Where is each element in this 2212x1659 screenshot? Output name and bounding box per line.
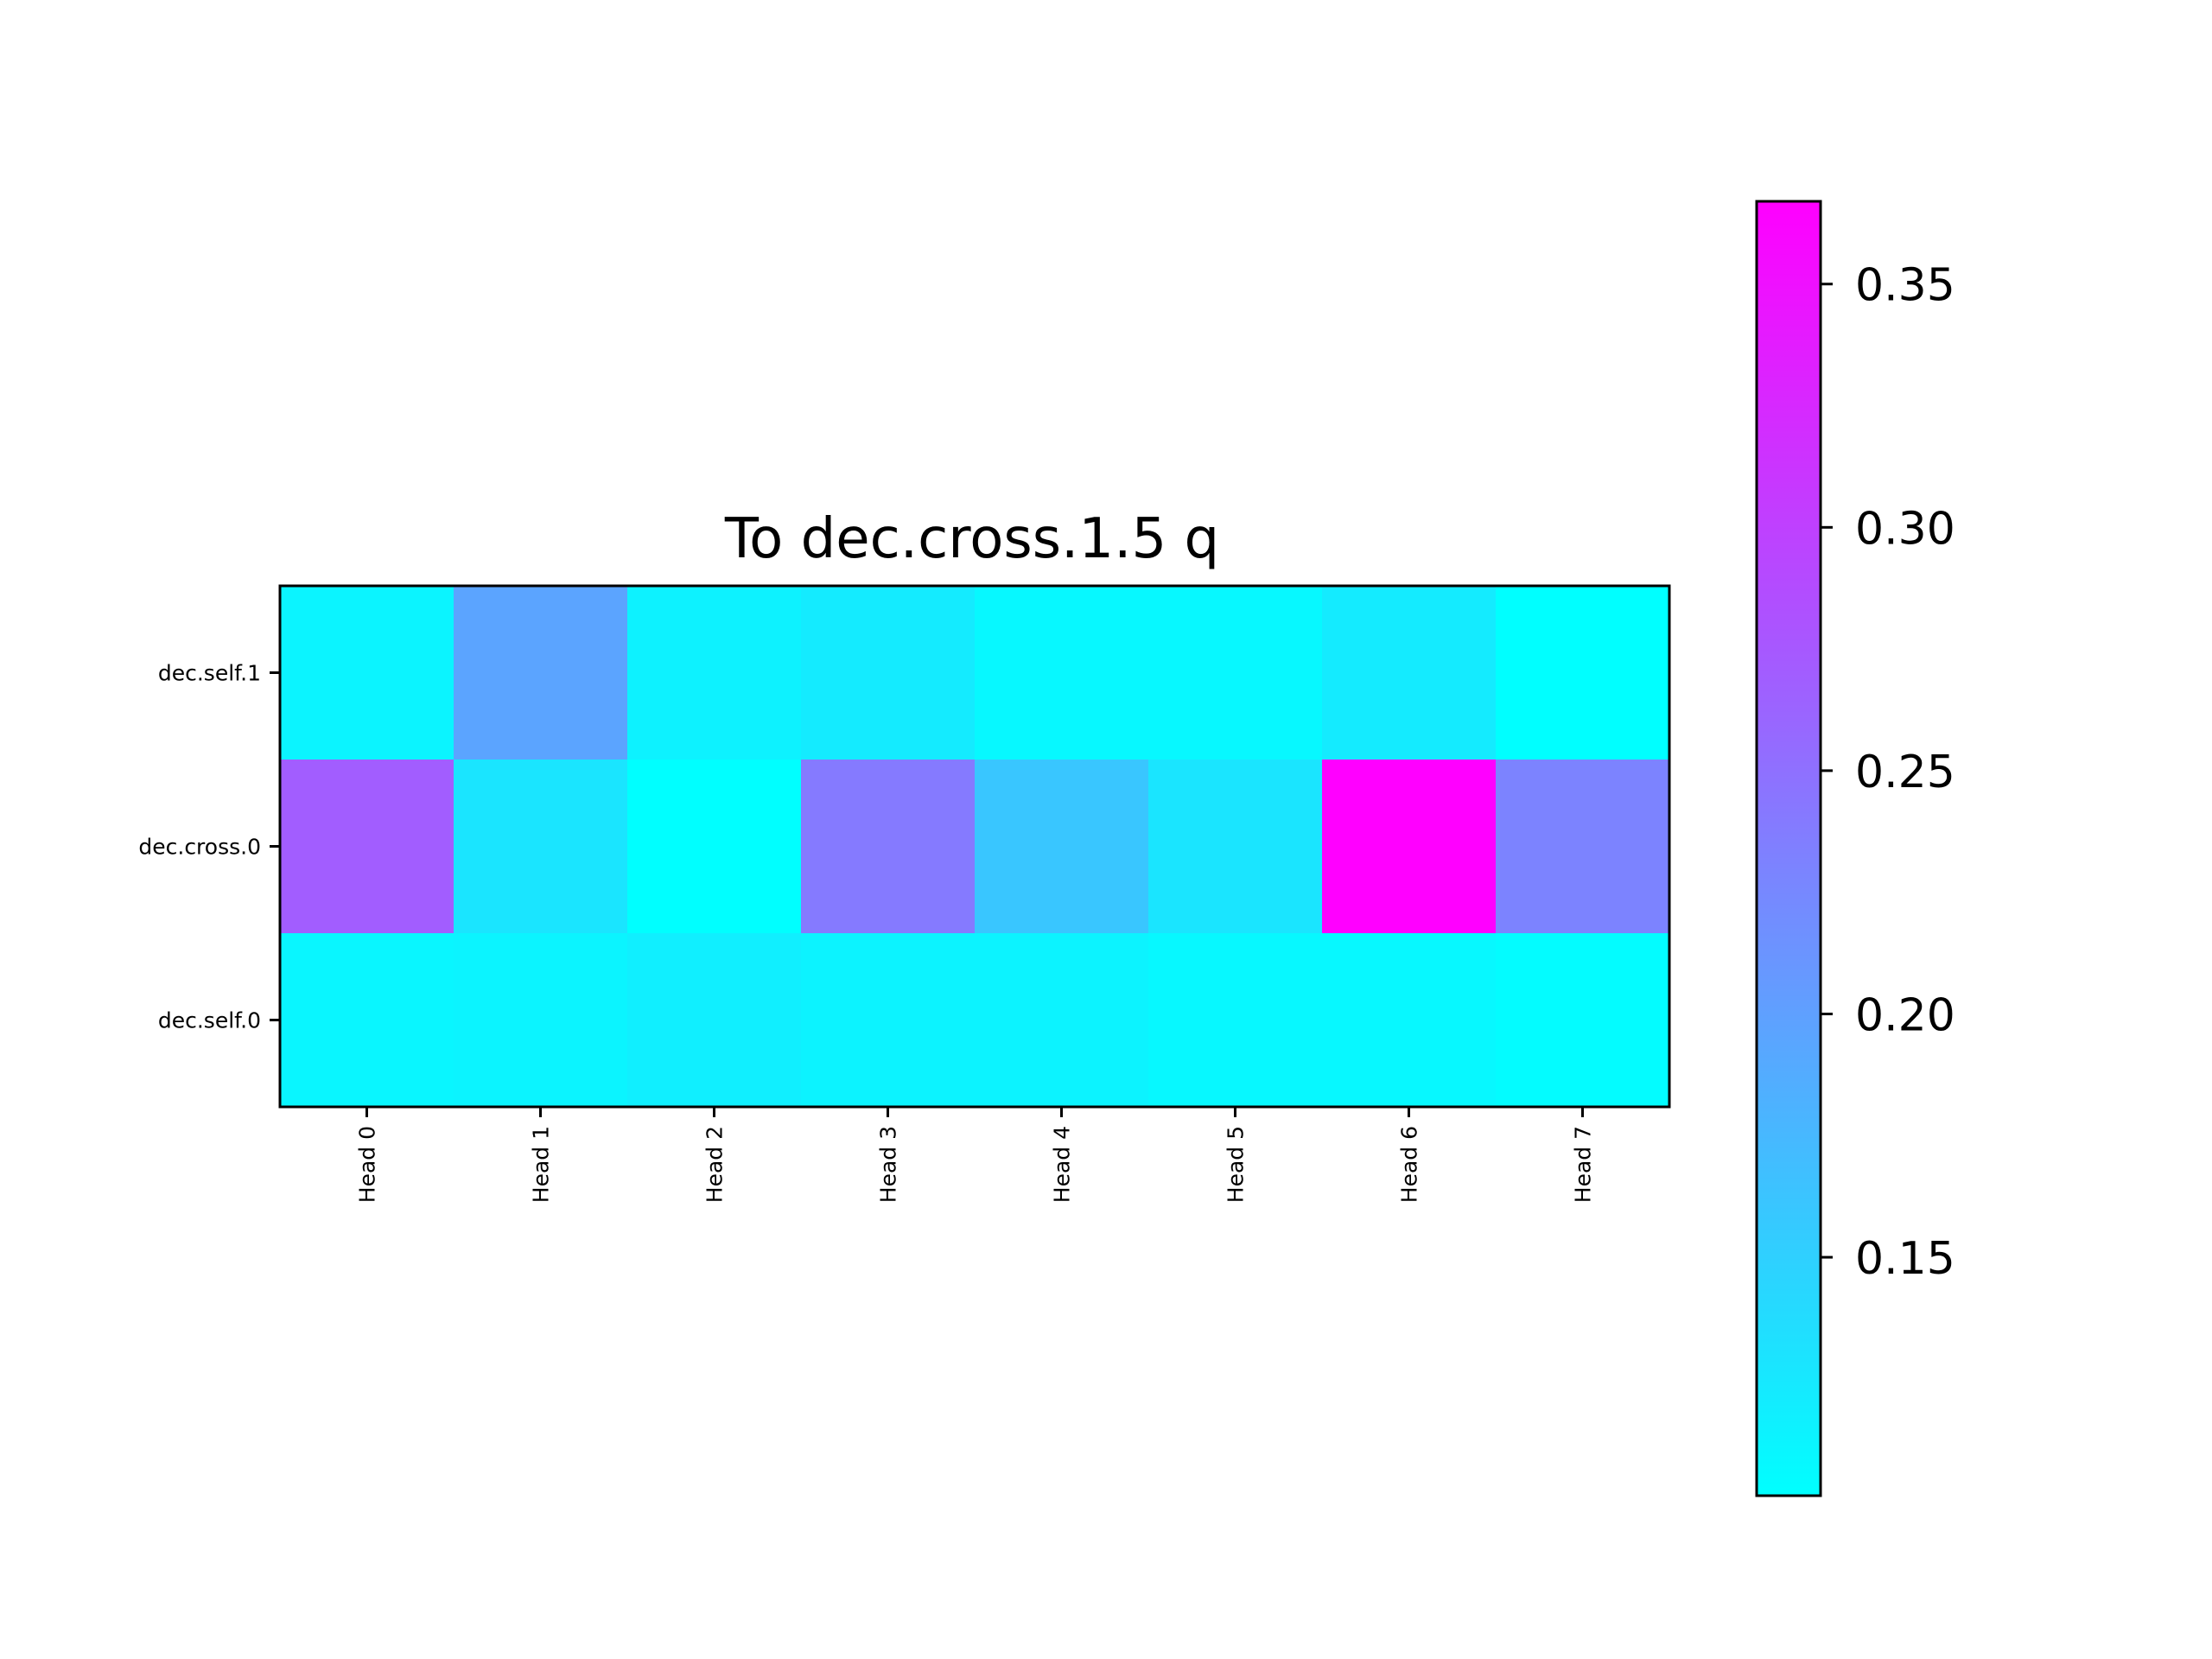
colorbar-axis: 0.15 0.20 0.25 0.30 0.35	[1821, 260, 1955, 1285]
heatmap-cell	[627, 933, 802, 1108]
heatmap-cell	[1322, 586, 1497, 760]
heatmap-cell	[975, 933, 1149, 1108]
x-tick-label: Head 3	[876, 1126, 901, 1203]
heatmap-cell	[1496, 586, 1670, 760]
colorbar-tick-label: 0.25	[1855, 747, 1955, 798]
heatmap-cell	[280, 586, 454, 760]
y-axis: dec.self.1 dec.cross.0 dec.self.0	[138, 661, 280, 1033]
heatmap-cell	[454, 760, 628, 934]
heatmap-cell	[454, 586, 628, 760]
heatmap-cell	[975, 586, 1149, 760]
heatmap-cell	[280, 760, 454, 934]
colorbar-tick-label: 0.35	[1855, 260, 1955, 312]
heatmap-cell	[280, 933, 454, 1108]
y-tick-label: dec.cross.0	[138, 835, 261, 860]
colorbar-tick-label: 0.20	[1855, 989, 1955, 1041]
heatmap-cell	[454, 933, 628, 1108]
heatmap-cell	[1496, 760, 1670, 934]
x-tick-label: Head 5	[1224, 1126, 1249, 1203]
heatmap-cell	[801, 586, 976, 760]
heatmap-cell	[801, 933, 976, 1108]
x-tick-label: Head 0	[355, 1126, 380, 1203]
colorbar-tick-label: 0.30	[1855, 503, 1955, 555]
chart-title: To dec.cross.1.5 q	[724, 507, 1219, 571]
x-tick-label: Head 7	[1571, 1126, 1596, 1203]
y-tick-label: dec.self.1	[158, 661, 261, 686]
heatmap-cell	[1148, 933, 1323, 1108]
x-tick-label: Head 6	[1397, 1126, 1422, 1203]
colorbar-frame	[1755, 200, 1822, 1497]
heatmap-cell	[1322, 760, 1497, 934]
heatmap-cells	[280, 586, 1670, 1108]
heatmap-cell	[1148, 760, 1323, 934]
x-axis: Head 0 Head 1 Head 2 Head 3 Head 4 Head 5 Head…	[355, 1107, 1596, 1203]
heatmap-cell	[801, 760, 976, 934]
colorbar-tick-label: 0.15	[1855, 1233, 1955, 1285]
heatmap-cell	[1322, 933, 1497, 1108]
y-tick-label: dec.self.0	[158, 1008, 261, 1033]
x-tick-label: Head 2	[702, 1126, 728, 1203]
colorbar	[1757, 201, 1821, 1496]
x-tick-label: Head 4	[1050, 1126, 1075, 1203]
heatmap-cell	[1148, 586, 1323, 760]
heatmap-cell	[1496, 933, 1670, 1108]
x-tick-label: Head 1	[529, 1126, 554, 1203]
heatmap-cell	[627, 586, 802, 760]
heatmap-cell	[627, 760, 802, 934]
heatmap-cell	[975, 760, 1149, 934]
